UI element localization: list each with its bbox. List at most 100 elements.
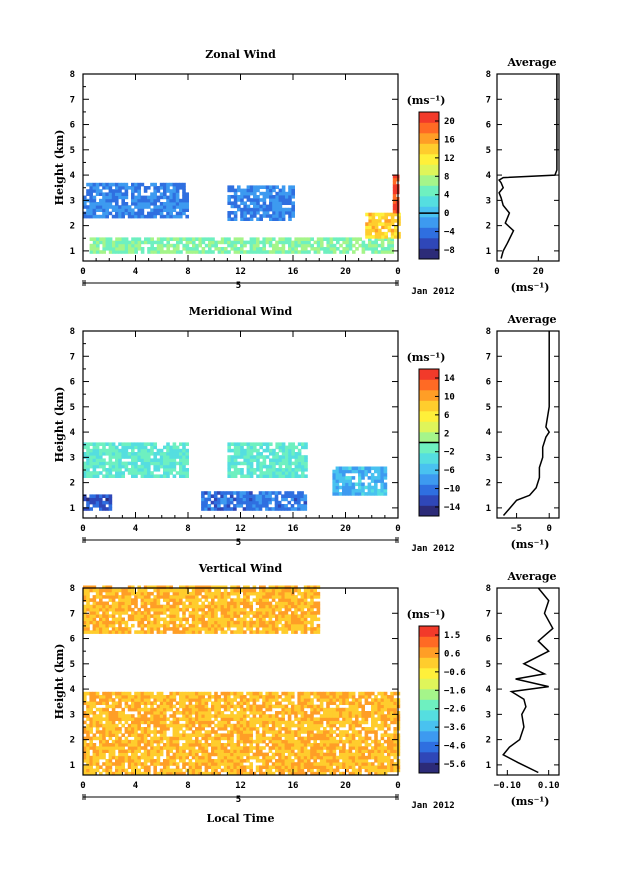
heatmap-cell [297,691,301,696]
heatmap-cell [153,464,157,469]
heatmap-cell [255,746,260,750]
heatmap-cell [371,212,376,217]
heatmap-cell [329,707,333,712]
heatmap-cell [220,698,225,702]
heatmap-cell [89,189,93,193]
heatmap-cell [310,698,314,702]
heatmap-cell [246,691,250,696]
heatmap-cell [252,723,257,728]
heatmap-cell [143,202,148,206]
heatmap-cell [348,736,353,741]
heatmap-cell [262,701,266,705]
heatmap-cell [140,442,145,446]
heatmap-cell [303,497,308,502]
heatmap-cell [288,185,292,189]
heatmap-cell [364,759,369,763]
heatmap-cell [191,720,196,725]
heatmap-cell [246,471,251,475]
heatmap-cell [108,623,113,628]
heatmap-cell [175,768,180,773]
heatmap-cell [243,771,247,776]
heatmap-cell [86,598,90,602]
heatmap-cell [272,458,276,462]
heatmap-cell [121,588,125,593]
heatmap-cell [207,733,212,737]
heatmap-cell [278,188,283,193]
heatmap-cell [249,768,253,773]
heatmap-cell [169,458,173,462]
heatmap-cell [371,717,375,721]
heatmap-cell [172,752,177,757]
heatmap-cell [278,739,282,744]
heatmap-cell [102,198,106,203]
heatmap-cell [102,452,106,456]
heatmap-cell [227,185,231,189]
heatmap-cell [240,445,244,450]
heatmap-cell [137,186,141,190]
heatmap-cell [246,464,251,469]
heatmap-cell [259,771,263,776]
heatmap-cell [207,711,212,715]
heatmap-cell [115,746,119,750]
heatmap-cell [233,730,237,734]
heatmap-cell [118,461,122,466]
heatmap-cell [175,601,180,606]
x-tick-label: 8 [185,524,190,534]
heatmap-cell [156,698,161,702]
heatmap-cell [278,191,283,196]
heatmap-cell [342,739,346,744]
heatmap-cell [175,743,180,747]
heatmap-cell [294,455,299,459]
heatmap-cell [275,468,279,472]
heatmap-cell [208,240,212,245]
heatmap-cell [288,458,292,462]
heatmap-cell [345,749,349,753]
heatmap-cell [169,691,173,696]
heatmap-cell [342,717,346,721]
heatmap-cell [128,240,132,245]
heatmap-cell [387,739,391,744]
heatmap-cell [246,448,251,453]
heatmap-cell [185,474,189,478]
heatmap-cell [140,714,145,718]
heatmap-cell [159,452,164,456]
panel-title: Zonal Wind [205,48,276,61]
heatmap-cell [198,630,202,634]
heatmap-cell [188,701,193,705]
y-tick-label: 7 [70,95,75,105]
heatmap-cell [348,739,353,744]
heatmap-cell [108,620,113,625]
heatmap-cell [191,695,196,699]
heatmap-cell [179,755,183,760]
heatmap-cell [147,202,151,206]
heatmap-cell [115,739,119,744]
y-tick-label: 1 [70,504,75,514]
heatmap-cell [156,464,161,469]
heatmap-cell [156,585,161,590]
heatmap-cell [182,211,186,216]
heatmap-cell [143,707,148,712]
heatmap-cell [169,189,173,193]
heatmap-cell [220,736,225,741]
heatmap-cell [95,192,100,196]
heatmap-cell [198,749,202,753]
heatmap-cell [239,494,244,498]
heatmap-cell [214,630,218,634]
heatmap-cell [268,714,273,718]
heatmap-cell [147,691,151,696]
heatmap-cell [143,752,148,757]
date-label: Jan 2012 [411,544,454,554]
heatmap-cell [291,240,295,245]
heatmap-cell [351,720,356,725]
heatmap-cell [265,240,270,245]
heatmap-cell [140,195,145,200]
heatmap-cell [377,762,381,766]
heatmap-cell [185,585,189,590]
heatmap-cell [159,588,164,593]
heatmap-cell [307,768,311,773]
heatmap-cell [304,474,308,478]
heatmap-cell [352,250,356,254]
heatmap-cell [300,755,305,760]
heatmap-cell [227,188,231,193]
heatmap-cell [160,250,164,254]
